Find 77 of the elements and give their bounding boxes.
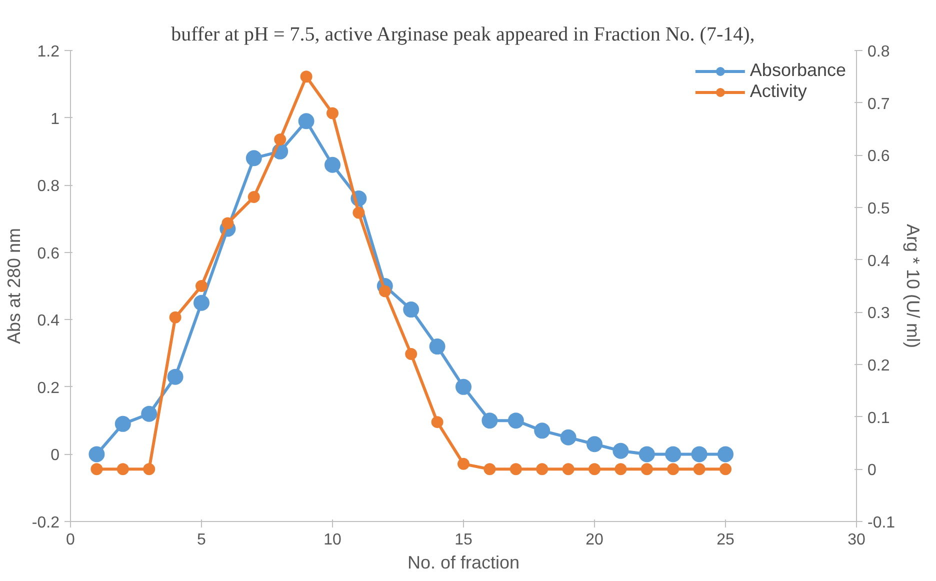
- point: [196, 280, 208, 292]
- y2-tick-label: 0.3: [868, 305, 890, 322]
- y2-tick-label: -0.1: [868, 514, 896, 532]
- point: [274, 133, 286, 146]
- y-tick-label: 0.8: [37, 178, 60, 196]
- y2-tick-label: 0.2: [868, 358, 890, 374]
- point: [588, 463, 600, 476]
- x-tick-label: 30: [848, 532, 866, 548]
- point: [458, 458, 470, 470]
- text: buffer at pH = 7.5, active Arginase peak appeared in Fraction No. (7-14),: [171, 24, 755, 46]
- point: [718, 446, 734, 462]
- y2-tick-label: 0.4: [868, 252, 890, 270]
- point: [90, 463, 103, 476]
- point: [456, 378, 472, 395]
- y2-tick-label: 0.5: [868, 200, 890, 218]
- point: [640, 463, 653, 476]
- point: [691, 446, 708, 462]
- point: [88, 446, 105, 462]
- point: [403, 302, 420, 318]
- point: [169, 311, 182, 324]
- point: [300, 70, 312, 83]
- x-axis-title: No. of fraction: [407, 552, 520, 572]
- y-tick-label: 0.2: [37, 380, 60, 397]
- x-tick-label: 5: [197, 532, 206, 548]
- y-tick-label: 1: [50, 110, 60, 128]
- y2-axis-title: Arg * 10 (U/ ml): [903, 224, 924, 348]
- point: [560, 429, 576, 446]
- point: [116, 463, 129, 476]
- point: [431, 416, 444, 428]
- y-axis-title: Abs at 280 nm: [4, 228, 24, 344]
- point: [352, 206, 365, 219]
- point: [510, 463, 522, 476]
- point: [612, 442, 629, 459]
- point: [484, 463, 496, 476]
- point: [326, 107, 338, 120]
- x-tick-label: 15: [454, 532, 472, 548]
- legend-label: Absorbance: [750, 60, 846, 81]
- y-tick-label: 0: [50, 447, 60, 464]
- point: [324, 156, 340, 173]
- point: [665, 446, 682, 462]
- y-tick-label: 0.6: [37, 245, 60, 262]
- point: [248, 191, 260, 204]
- point: [536, 463, 548, 476]
- y2-tick-label: 0: [868, 462, 876, 480]
- point: [534, 422, 550, 439]
- y-tick-label: -0.2: [32, 514, 60, 532]
- x-tick-label: 20: [586, 532, 604, 548]
- point: [222, 217, 234, 230]
- point: [298, 113, 314, 130]
- point: [508, 412, 524, 429]
- point: [614, 463, 627, 476]
- y2-tick-label: 0.7: [868, 96, 890, 113]
- x-tick-label: 25: [716, 532, 734, 548]
- point: [693, 463, 706, 476]
- y2-tick-label: 0.8: [868, 44, 890, 60]
- x-tick-label: 0: [66, 532, 76, 548]
- point: [720, 463, 732, 476]
- point: [378, 285, 391, 298]
- point: [167, 368, 184, 385]
- y2-tick-label: 0.1: [868, 410, 890, 427]
- legend-label: Activity: [750, 81, 807, 102]
- point: [638, 446, 655, 462]
- point: [141, 406, 158, 422]
- point: [114, 416, 131, 432]
- y-tick-label: 0.4: [37, 312, 60, 330]
- point: [194, 294, 210, 311]
- point: [667, 463, 680, 476]
- point: [405, 348, 418, 360]
- point: [586, 436, 602, 452]
- point: [246, 150, 262, 166]
- x-tick-label: 10: [324, 532, 342, 548]
- point: [562, 463, 574, 476]
- point: [143, 463, 156, 476]
- point: [482, 412, 498, 429]
- point: [429, 338, 446, 355]
- y-tick-label: 1.2: [37, 44, 60, 60]
- y2-tick-label: 0.6: [868, 148, 890, 166]
